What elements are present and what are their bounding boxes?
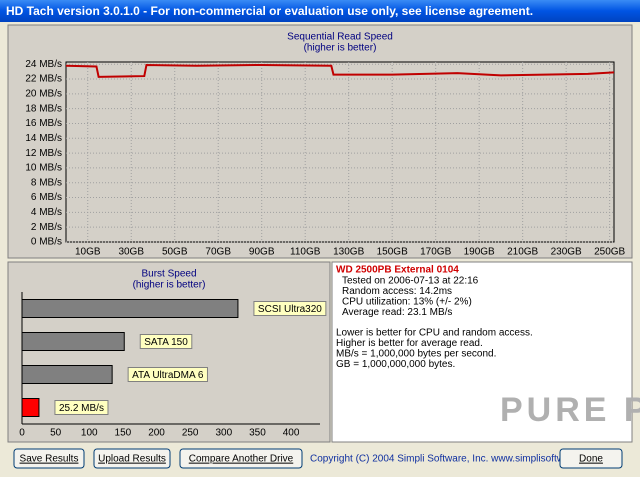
x-tick-label: 70GB (205, 247, 231, 258)
x-tick-label: 210GB (507, 247, 538, 258)
drive-name: WD 2500PB External 0104 (336, 265, 459, 276)
bar (21, 365, 113, 384)
read-line (65, 63, 615, 78)
x-tick-label: 50GB (162, 247, 188, 258)
bar (21, 332, 125, 351)
info-line: Tested on 2006-07-13 at 22:16 (342, 276, 479, 287)
x-tick-label: 30GB (118, 247, 144, 258)
button-label[interactable]: Save Results (20, 454, 79, 465)
info-note: GB = 1,000,000,000 bytes. (336, 359, 455, 370)
x-tick-label: 300 (215, 428, 232, 439)
copyright: Copyright (C) 2004 Simpli Software, Inc.… (310, 454, 600, 465)
chart-title: Burst Speed (141, 269, 196, 280)
button-label[interactable]: Done (579, 454, 603, 465)
bar-label-box (139, 334, 193, 349)
x-tick-label: 150 (115, 428, 132, 439)
button[interactable] (93, 448, 171, 469)
x-tick-label: 90GB (249, 247, 275, 258)
x-tick-label: 130GB (333, 247, 364, 258)
x-tick-label: 400 (283, 428, 300, 439)
y-tick-label: 2 MB/s (31, 222, 62, 233)
y-tick-label: 8 MB/s (31, 177, 62, 188)
bar-label-box (253, 301, 327, 316)
bar-label: SATA 150 (144, 337, 188, 348)
button-label[interactable]: Upload Results (98, 454, 166, 465)
chart-subtitle: (higher is better) (133, 280, 206, 291)
bar-label-box (127, 367, 208, 382)
x-tick-label: 10GB (75, 247, 101, 258)
bar-label-box (54, 400, 109, 415)
x-tick-label: 350 (249, 428, 266, 439)
bar-label: 25.2 MB/s (59, 403, 104, 414)
plot-area (65, 61, 615, 243)
button[interactable] (179, 448, 303, 469)
x-tick-label: 250 (182, 428, 199, 439)
x-tick-label: 190GB (464, 247, 495, 258)
chart-title: Sequential Read Speed (287, 32, 393, 43)
info-note: MB/s = 1,000,000 bytes per second. (336, 349, 496, 360)
y-tick-label: 14 MB/s (25, 133, 62, 144)
y-tick-label: 4 MB/s (31, 207, 62, 218)
button[interactable] (559, 448, 623, 469)
x-tick-label: 230GB (551, 247, 582, 258)
x-tick-label: 170GB (420, 247, 451, 258)
x-tick-label: 50 (50, 428, 62, 439)
x-tick-label: 200 (148, 428, 165, 439)
x-tick-label: 250GB (594, 247, 625, 258)
chart-subtitle: (higher is better) (304, 43, 377, 54)
y-tick-label: 0 MB/s (31, 237, 62, 248)
button[interactable] (13, 448, 85, 469)
info-panel (331, 261, 633, 443)
bar-label: ATA UltraDMA 6 (132, 370, 204, 381)
y-tick-label: 22 MB/s (25, 74, 62, 85)
info-line: Random access: 14.2ms (342, 286, 452, 297)
y-tick-label: 20 MB/s (25, 88, 62, 99)
y-tick-label: 24 MB/s (25, 59, 62, 70)
y-tick-label: 18 MB/s (25, 103, 62, 114)
x-tick-label: 0 (19, 428, 25, 439)
y-tick-label: 16 MB/s (25, 118, 62, 129)
x-tick-label: 110GB (290, 247, 321, 258)
y-tick-label: 12 MB/s (25, 148, 62, 159)
window-title: HD Tach version 3.0.1.0 - For non-commer… (6, 4, 533, 18)
info-note: Higher is better for average read. (336, 338, 483, 349)
bar (21, 398, 40, 417)
bar (21, 299, 239, 318)
x-tick-label: 150GB (377, 247, 408, 258)
watermark: PURE PC (500, 391, 640, 429)
title-bar (0, 0, 640, 22)
info-line: Average read: 23.1 MB/s (342, 307, 452, 318)
y-tick-label: 10 MB/s (25, 163, 62, 174)
x-tick-label: 100 (81, 428, 98, 439)
bar-label: SCSI Ultra320 (258, 304, 322, 315)
y-tick-label: 6 MB/s (31, 192, 62, 203)
info-note: Lower is better for CPU and random acces… (336, 328, 533, 339)
info-line: CPU utilization: 13% (+/- 2%) (342, 297, 472, 308)
button-label[interactable]: Compare Another Drive (189, 454, 294, 465)
